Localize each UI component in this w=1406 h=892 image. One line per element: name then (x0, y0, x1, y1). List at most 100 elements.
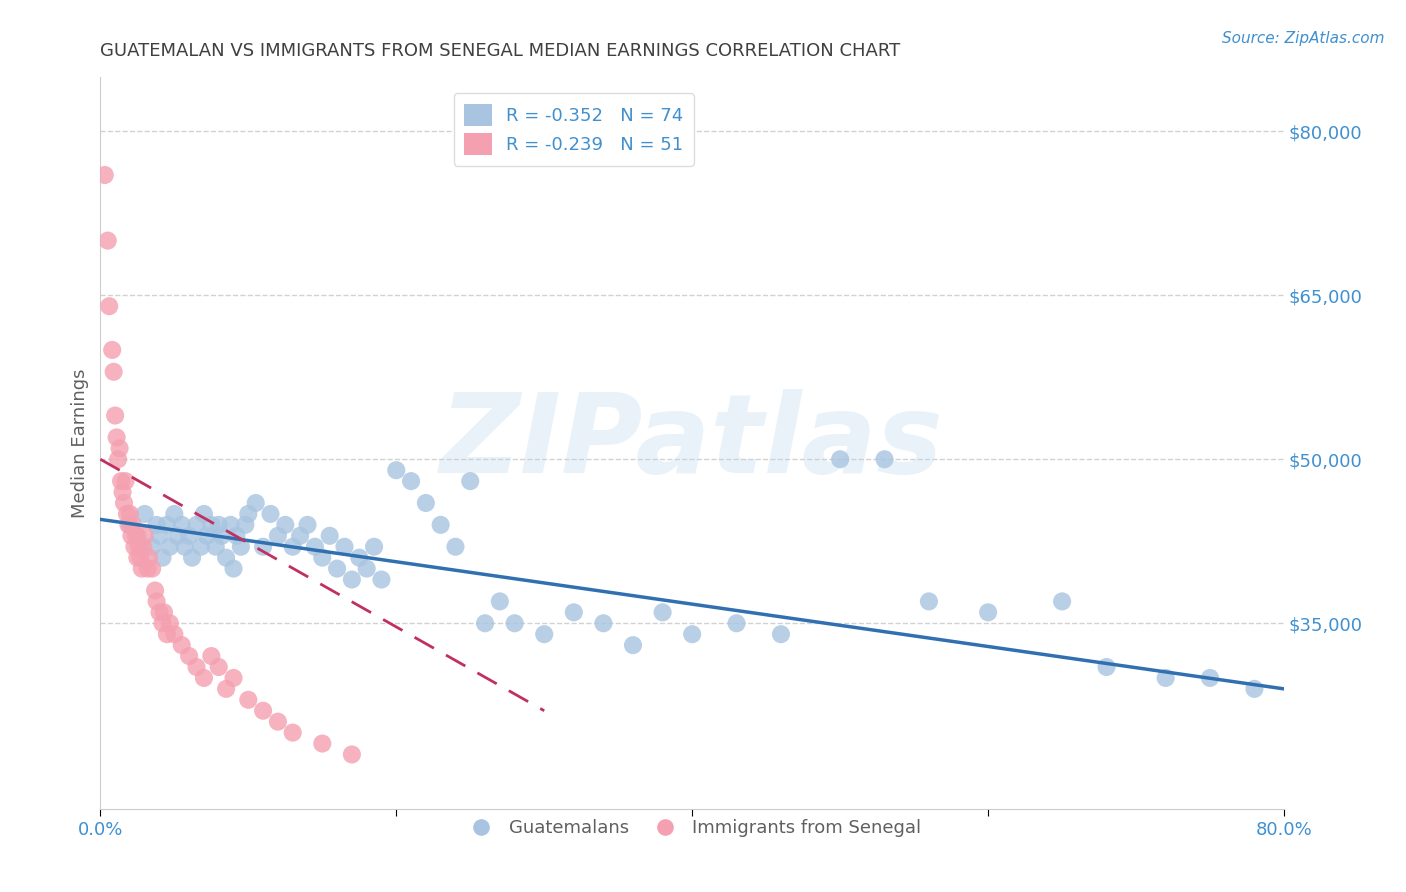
Point (107, 452, 129, 467)
Point (204, 540, 226, 554)
Point (195, 529, 218, 543)
Point (340, 573, 363, 587)
Point (104, 409, 127, 423)
Point (297, 517, 319, 532)
Point (159, 540, 181, 554)
Point (120, 529, 142, 543)
Point (340, 747, 363, 762)
Point (163, 627, 186, 641)
Point (259, 507, 281, 521)
Point (592, 616, 614, 631)
Point (385, 463, 408, 477)
Point (399, 474, 422, 488)
Point (128, 540, 150, 554)
Point (1154, 671, 1177, 685)
Point (311, 550, 333, 565)
Point (98, 299, 121, 313)
Point (474, 616, 496, 631)
Point (681, 627, 703, 641)
Point (125, 529, 148, 543)
Point (94, 168, 117, 182)
Point (533, 627, 555, 641)
Point (562, 605, 585, 619)
Point (114, 474, 136, 488)
Point (211, 529, 233, 543)
Point (304, 540, 326, 554)
Point (134, 507, 156, 521)
Point (111, 485, 134, 500)
Point (769, 627, 792, 641)
Point (179, 529, 201, 543)
Point (222, 671, 245, 685)
Point (141, 540, 163, 554)
Point (238, 693, 260, 707)
Point (267, 714, 290, 729)
Point (105, 430, 128, 444)
Point (356, 561, 378, 575)
Point (235, 517, 257, 532)
Point (238, 507, 260, 521)
Point (489, 594, 512, 608)
Point (148, 529, 170, 543)
Point (1243, 681, 1265, 696)
Text: GUATEMALAN VS IMMIGRANTS FROM SENEGAL MEDIAN EARNINGS CORRELATION CHART: GUATEMALAN VS IMMIGRANTS FROM SENEGAL ME… (100, 42, 901, 60)
Point (112, 496, 135, 510)
Point (215, 550, 238, 565)
Point (152, 616, 174, 631)
Point (101, 343, 124, 357)
Text: ZIPatlas: ZIPatlas (440, 390, 943, 496)
Point (415, 496, 437, 510)
Point (318, 529, 340, 543)
Point (181, 550, 204, 565)
Point (118, 517, 141, 532)
Point (193, 671, 215, 685)
Point (173, 540, 195, 554)
Point (200, 517, 222, 532)
Point (252, 704, 274, 718)
Point (267, 529, 290, 543)
Point (281, 540, 304, 554)
Point (124, 540, 146, 554)
Point (145, 594, 167, 608)
Point (110, 474, 132, 488)
Point (873, 452, 896, 467)
Point (131, 561, 153, 575)
Point (122, 517, 145, 532)
Point (977, 605, 1000, 619)
Point (333, 540, 356, 554)
Point (166, 529, 188, 543)
Point (117, 517, 139, 532)
Point (97, 234, 120, 248)
Point (274, 517, 297, 532)
Point (138, 550, 160, 565)
Point (103, 365, 125, 379)
Point (127, 550, 149, 565)
Point (1199, 671, 1222, 685)
Point (918, 594, 941, 608)
Point (134, 529, 156, 543)
Point (132, 540, 155, 554)
Point (288, 529, 311, 543)
Point (186, 517, 208, 532)
Point (252, 540, 274, 554)
Point (444, 540, 467, 554)
Point (219, 517, 242, 532)
Text: Source: ZipAtlas.com: Source: ZipAtlas.com (1222, 31, 1385, 46)
Point (222, 561, 245, 575)
Point (326, 561, 349, 575)
Point (458, 474, 481, 488)
Point (190, 540, 212, 554)
Point (136, 561, 159, 575)
Y-axis label: Median Earnings: Median Earnings (72, 368, 89, 517)
Point (170, 517, 193, 532)
Point (193, 507, 215, 521)
Point (170, 638, 193, 652)
Point (281, 725, 304, 739)
Point (363, 540, 385, 554)
Point (1050, 594, 1073, 608)
Point (159, 616, 181, 631)
Point (208, 660, 231, 674)
Point (141, 561, 163, 575)
Point (156, 517, 179, 532)
Point (245, 496, 267, 510)
